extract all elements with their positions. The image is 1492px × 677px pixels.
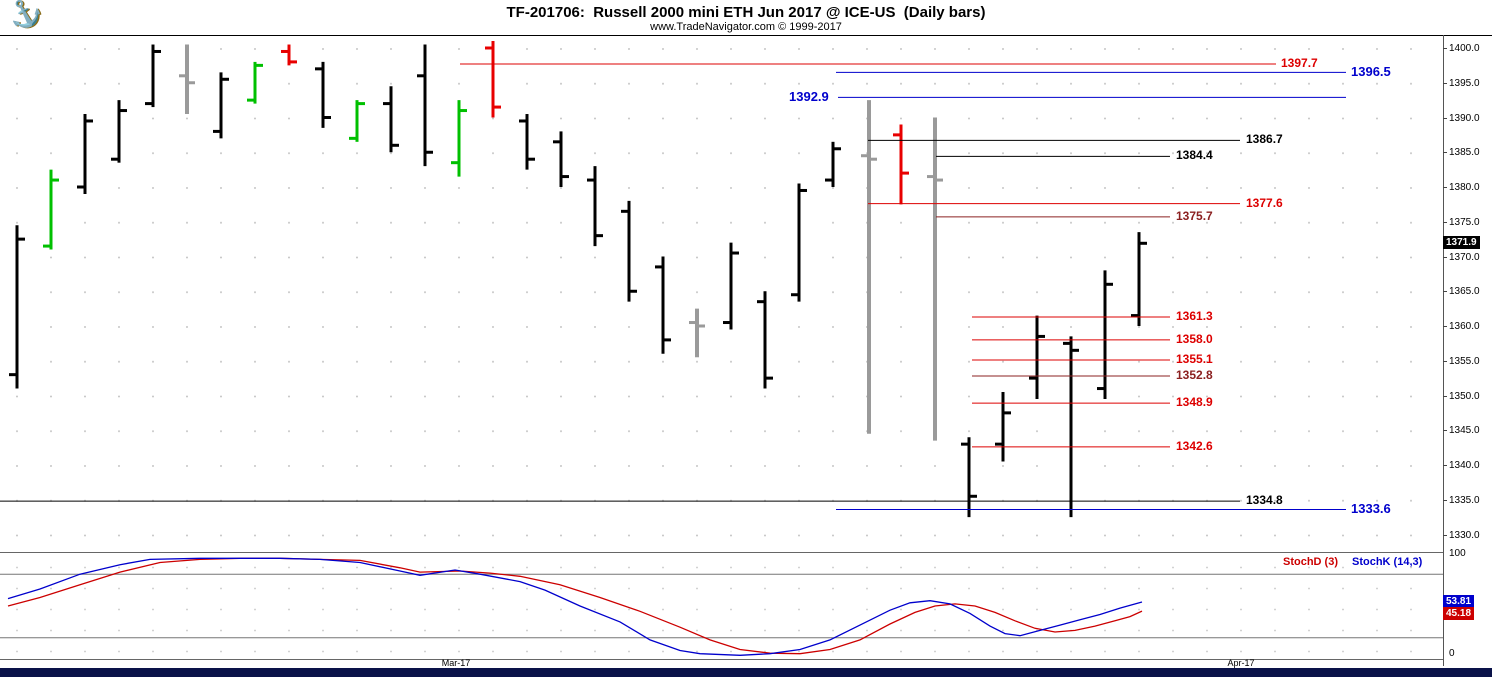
stoch-line-StochK-14-3- [7,557,1143,656]
header-divider [0,35,1492,36]
price-axis-label: 1350.0 [1449,390,1480,402]
last-price-marker: 1371.9 [1443,236,1480,250]
price-axis-label: 1370.0 [1449,251,1480,263]
price-chart-panel[interactable]: TradeNavigator.com [0,36,1443,585]
date-axis-label-Mar-17: Mar-17 [441,658,471,668]
price-axis-label: 1330.0 [1449,529,1480,541]
stoch-axis-label-100: 100 [1449,548,1466,559]
price-axis-label: 1385.0 [1449,147,1480,159]
price-axis-label: 1355.0 [1449,355,1480,367]
date-axis-label-Apr-17: Apr-17 [1227,658,1255,668]
stochastic-panel[interactable] [0,552,1443,660]
stoch-line-StochD-3- [7,557,1143,655]
chart-subtitle: www.TradeNavigator.com © 1999-2017 [650,21,842,33]
price-axis-label: 1390.0 [1449,112,1480,124]
price-bars-canvas[interactable] [0,36,1443,549]
price-axis-label: 1365.0 [1449,286,1480,298]
price-axis-label: 1395.0 [1449,77,1480,89]
price-axis-label: 1375.0 [1449,216,1480,228]
stochk-legend-label[interactable]: StochK (14,3) [1352,556,1423,568]
bottom-scrollbar-strip[interactable] [0,668,1492,677]
price-axis-label: 1380.0 [1449,182,1480,193]
stoch-legend: StochD (3) StochK (14,3) [1283,556,1436,568]
date-axis: Mar-17 Apr-17 [0,658,1492,668]
price-axis-label: 1340.0 [1449,460,1480,471]
price-axis-label: 1345.0 [1449,425,1480,437]
price-axis-label: 1360.0 [1449,321,1480,332]
price-axis-label: 1335.0 [1449,494,1480,506]
stochd-value-box: 45.18 [1443,607,1475,620]
price-axis-label: 1400.0 [1449,43,1480,54]
chart-title: TF-201706: Russell 2000 mini ETH Jun 201… [506,4,986,21]
stoch-lines-canvas[interactable] [0,553,1443,659]
price-axis-separator [1443,35,1444,666]
stochk-value-box: 53.81 [1443,595,1475,608]
stochd-legend-label[interactable]: StochD (3) [1283,556,1338,568]
